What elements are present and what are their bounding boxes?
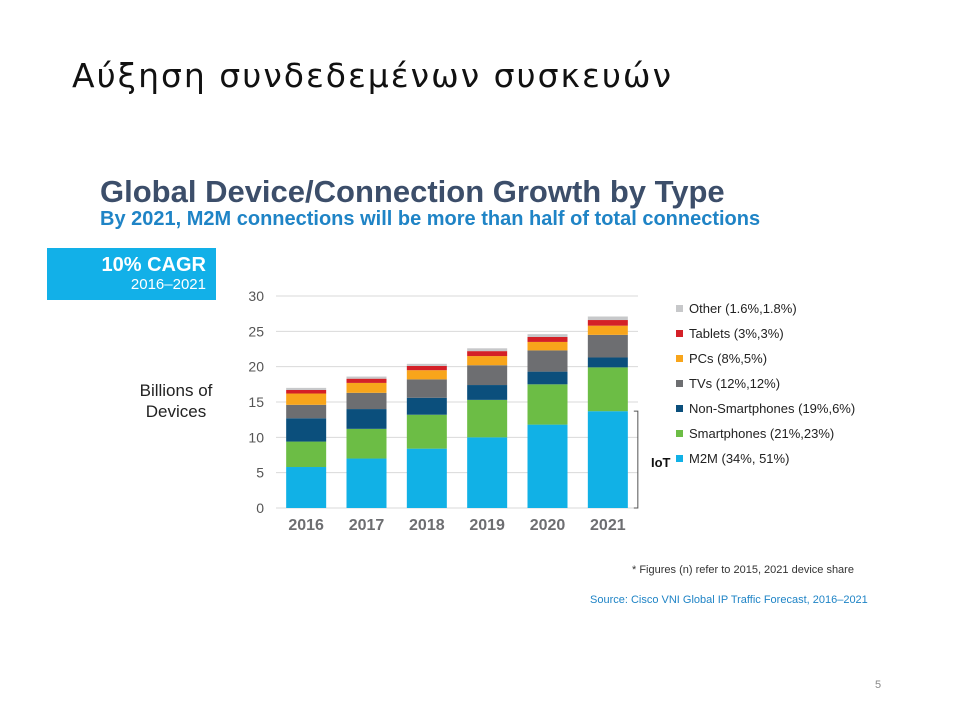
bar-segment	[587, 357, 628, 368]
cagr-value: 10% CAGR	[101, 254, 206, 276]
legend-label: Tablets (3%,3%)	[689, 326, 784, 341]
source-note: Source: Cisco VNI Global IP Traffic Fore…	[590, 594, 868, 606]
bar-segment	[286, 387, 327, 390]
chart-subtitle: By 2021, M2M connections will be more th…	[100, 208, 761, 230]
legend-label: PCs (8%,5%)	[689, 351, 768, 366]
x-tick-label: 2017	[349, 517, 385, 534]
y-tick-label: 5	[256, 465, 264, 481]
legend-label: Other (1.6%,1.8%)	[689, 301, 797, 316]
y-axis-label: Billions of Devices	[128, 380, 224, 422]
legend-item: M2M (34%, 51%)	[676, 446, 855, 471]
y-tick-label: 25	[248, 323, 264, 339]
legend-label: TVs (12%,12%)	[689, 376, 781, 391]
legend-label: Non-Smartphones (19%,6%)	[689, 401, 856, 416]
page-number: 5	[875, 679, 882, 691]
bar-segment	[406, 379, 447, 398]
legend-swatch	[676, 330, 683, 337]
bar-segment	[467, 385, 508, 400]
x-tick-label: 2018	[409, 517, 445, 534]
bar-segment	[346, 382, 387, 393]
cagr-period: 2016–2021	[130, 276, 206, 293]
legend-swatch	[676, 455, 683, 462]
chart-legend: Other (1.6%,1.8%) Tablets (3%,3%) PCs (8%,…	[676, 296, 855, 471]
y-tick-label: 20	[248, 359, 264, 375]
legend-swatch	[676, 405, 683, 412]
y-tick-label: 10	[248, 429, 264, 445]
bar-segment	[467, 365, 508, 386]
x-tick-label: 2016	[288, 517, 324, 534]
legend-swatch	[676, 355, 683, 362]
x-tick-label: 2021	[590, 517, 626, 534]
bar-segment	[467, 437, 508, 508]
bar-segment	[587, 367, 628, 412]
bar-segment	[286, 418, 327, 442]
bar-segment	[346, 409, 387, 429]
legend-swatch	[676, 430, 683, 437]
bar-segment	[527, 334, 568, 337]
bar-segment	[527, 350, 568, 372]
bar-segment	[406, 370, 447, 380]
bar-segment	[346, 458, 387, 508]
bar-segment	[286, 441, 327, 468]
y-axis-label-line-1: Billions of	[139, 381, 213, 400]
legend-item: Other (1.6%,1.8%)	[676, 296, 855, 321]
y-tick-label: 30	[248, 288, 264, 304]
y-tick-label: 15	[248, 394, 264, 410]
bar-segment	[527, 341, 568, 351]
bar-segment	[406, 448, 447, 508]
legend-swatch	[676, 380, 683, 387]
chart-title: Global Device/Connection Growth by Type	[100, 174, 725, 209]
bar-segment	[467, 351, 508, 357]
bar-segment	[467, 356, 508, 366]
legend-label: Smartphones (21%,23%)	[689, 426, 835, 441]
bar-segment	[286, 393, 327, 405]
bar-segment	[406, 363, 447, 366]
bar-segment	[527, 371, 568, 385]
iot-bracket	[633, 410, 639, 509]
legend-item: Tablets (3%,3%)	[676, 321, 855, 346]
bar-segment	[527, 336, 568, 342]
bar-segment	[587, 320, 628, 326]
bar-segment	[286, 389, 327, 394]
legend-swatch	[676, 305, 683, 312]
bar-segment	[346, 376, 387, 379]
legend-item: TVs (12%,12%)	[676, 371, 855, 396]
bar-segment	[406, 414, 447, 449]
bar-segment	[406, 365, 447, 371]
legend-item: Smartphones (21%,23%)	[676, 421, 855, 446]
iot-annotation: IoT	[651, 455, 671, 470]
y-tick-label: 0	[256, 500, 264, 516]
bar-segment	[527, 384, 568, 425]
bar-segment	[286, 467, 327, 508]
bar-segment	[467, 399, 508, 438]
bar-segment	[587, 411, 628, 508]
legend-item: PCs (8%,5%)	[676, 346, 855, 371]
legend-item: Non-Smartphones (19%,6%)	[676, 396, 855, 421]
x-tick-label: 2019	[469, 517, 505, 534]
y-axis-label-line-2: Devices	[145, 402, 207, 421]
bar-segment	[346, 392, 387, 410]
bar-segment	[527, 424, 568, 508]
x-tick-label: 2020	[530, 517, 566, 534]
bar-segment	[587, 325, 628, 335]
bar-segment	[346, 378, 387, 383]
bar-segment	[406, 397, 447, 415]
bar-segment	[346, 428, 387, 459]
slide-title: Αύξηση συνδεδεμένων συσκευών	[72, 56, 673, 95]
bar-segment	[587, 316, 628, 321]
footnote: * Figures (n) refer to 2015, 2021 device…	[632, 564, 854, 576]
bar-segment	[587, 334, 628, 358]
bar-segment	[467, 348, 508, 352]
bar-segment	[286, 404, 327, 419]
cagr-badge: 10% CAGR 2016–2021	[47, 248, 216, 300]
legend-label: M2M (34%, 51%)	[689, 451, 790, 466]
